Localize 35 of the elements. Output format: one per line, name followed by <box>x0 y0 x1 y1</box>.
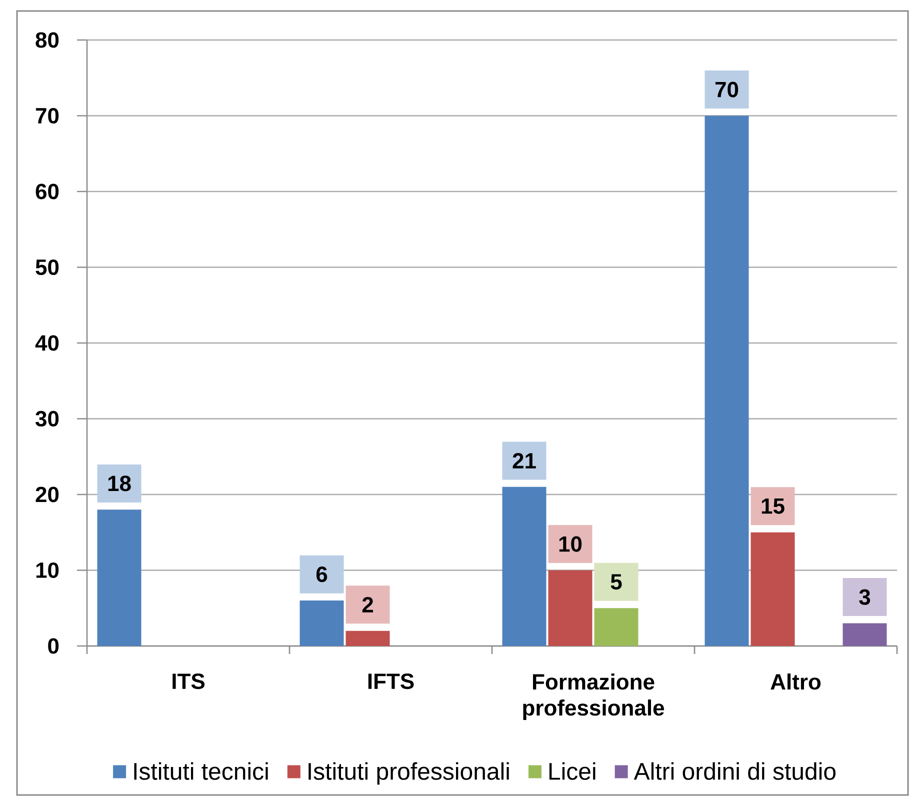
bar <box>300 600 344 646</box>
data-label: 6 <box>316 566 328 582</box>
bar <box>97 510 142 646</box>
y-tick-label: 50 <box>36 259 59 276</box>
bar <box>346 630 390 646</box>
data-label: 3 <box>859 589 870 605</box>
legend-label: Licei <box>549 762 596 780</box>
y-tick-label: 30 <box>36 410 59 427</box>
y-tick-label: 10 <box>36 562 59 578</box>
x-tick-label: Formazione professionale <box>523 674 664 720</box>
bar <box>704 116 749 646</box>
bar <box>750 532 795 646</box>
data-label: 18 <box>108 476 131 492</box>
data-label: 10 <box>559 536 582 552</box>
legend-label: Istituti professionali <box>308 762 509 785</box>
x-tick-label: Altro <box>770 674 821 690</box>
bar <box>594 608 638 646</box>
bar <box>842 623 887 646</box>
bar <box>502 486 546 646</box>
y-tick-label: 40 <box>35 335 59 351</box>
y-tick-label: 20 <box>36 486 59 502</box>
data-label: 70 <box>715 82 738 98</box>
legend-label: Altri ordini di studio <box>634 762 836 780</box>
data-label: 5 <box>610 574 622 590</box>
data-label: 2 <box>362 596 373 612</box>
bar <box>548 570 592 646</box>
legend-label: Istituti tecnici <box>134 762 268 780</box>
x-tick-label: IFTS <box>368 674 414 690</box>
y-tick-label: 80 <box>36 32 59 48</box>
x-tick-label: ITS <box>172 674 205 690</box>
y-tick-label: 70 <box>36 108 59 124</box>
data-label: 15 <box>762 498 784 514</box>
y-tick-label: 0 <box>48 638 59 654</box>
data-label: 21 <box>512 453 536 468</box>
y-tick-label: 60 <box>36 184 59 200</box>
